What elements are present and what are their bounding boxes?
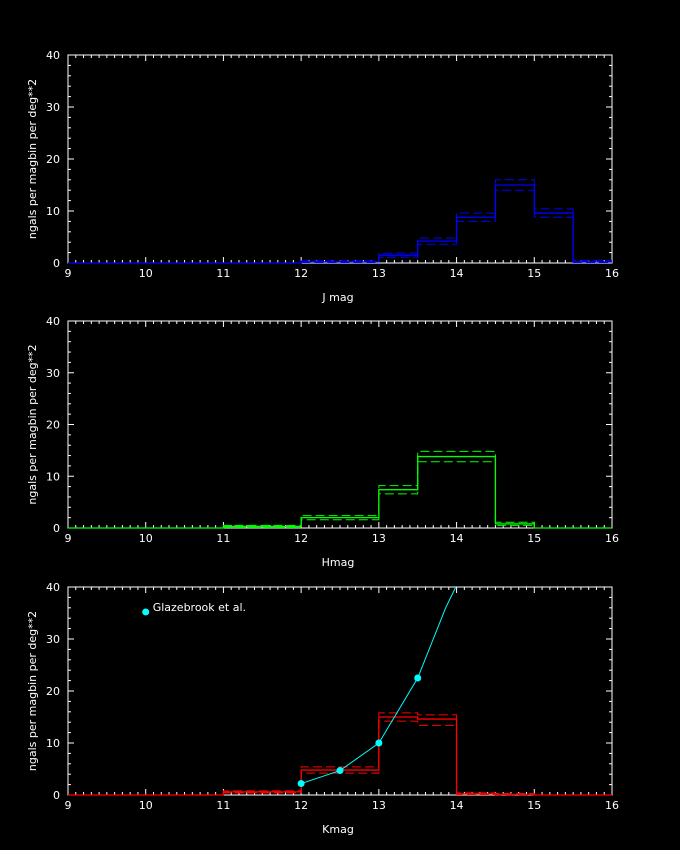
y-tick-label: 20	[46, 153, 60, 166]
histogram-upper-bound	[68, 450, 612, 529]
x-tick-label: 16	[605, 532, 619, 545]
x-tick-label: 9	[65, 799, 72, 812]
x-tick-label: 12	[294, 267, 308, 280]
y-tick-label: 20	[46, 685, 60, 698]
histogram-counts	[68, 184, 612, 264]
x-tick-label: 10	[139, 267, 153, 280]
comparison-point	[297, 780, 305, 788]
x-tick-label: 10	[139, 532, 153, 545]
x-tick-label: 15	[527, 532, 541, 545]
x-tick-label: 14	[450, 799, 464, 812]
histogram-lower-bound	[68, 720, 612, 796]
plot-frame	[67, 320, 613, 529]
y-tick-label: 30	[46, 367, 60, 380]
y-tick-label: 10	[46, 205, 60, 218]
x-tick-label: 9	[65, 267, 72, 280]
x-tick-label: 13	[372, 532, 386, 545]
x-tick-label: 15	[527, 267, 541, 280]
y-tick-label: 40	[46, 581, 60, 594]
x-tick-label: 11	[216, 532, 230, 545]
histogram-counts	[68, 455, 612, 529]
x-tick-label: 12	[294, 532, 308, 545]
chart-panel-2: 9 10 11 12 13 14 15 16 0 10 20 30 40 Hmag ngals per ma…	[26, 315, 619, 569]
x-tick-label: 11	[216, 267, 230, 280]
histogram-upper-bound	[68, 712, 612, 796]
y-tick-label: 30	[46, 633, 60, 646]
histogram-upper-bound	[68, 179, 612, 264]
y-tick-label: 0	[53, 522, 60, 535]
x-axis-label: Kmag	[322, 823, 354, 836]
x-tick-label: 13	[372, 799, 386, 812]
y-tick-label: 10	[46, 470, 60, 483]
plot-frame	[67, 586, 613, 796]
y-tick-label: 40	[46, 49, 60, 62]
histogram-lower-bound	[68, 461, 612, 529]
y-tick-label: 0	[53, 257, 60, 270]
y-tick-label: 30	[46, 101, 60, 114]
x-tick-label: 9	[65, 532, 72, 545]
histogram-counts	[68, 716, 612, 796]
y-tick-label: 20	[46, 419, 60, 432]
chart-panel-3: 9 10 11 12 13 14 15 16 0 10 20 30 40 Kmag ngals per ma…	[26, 581, 619, 836]
x-tick-label: 14	[450, 267, 464, 280]
y-axis-label: ngals per magbin per deg**2	[26, 344, 39, 504]
plot-frame	[67, 54, 613, 264]
y-tick-label: 10	[46, 737, 60, 750]
x-tick-label: 13	[372, 267, 386, 280]
x-tick-label: 12	[294, 799, 308, 812]
x-axis-label: Hmag	[322, 556, 355, 569]
comparison-point	[336, 767, 344, 775]
comparison-point	[414, 674, 422, 682]
y-axis-label: ngals per magbin per deg**2	[26, 79, 39, 239]
histogram-lower-bound	[68, 189, 612, 264]
comparison-point	[375, 739, 383, 747]
y-axis-label: ngals per magbin per deg**2	[26, 611, 39, 771]
chart-panel-1: 9 10 11 12 13 14 15 16 0 10 20 30 40 J mag ngals per m…	[26, 49, 619, 304]
legend-label: Glazebrook et al.	[153, 601, 246, 614]
x-tick-label: 16	[605, 799, 619, 812]
x-tick-label: 11	[216, 799, 230, 812]
legend-marker	[142, 608, 150, 616]
y-tick-label: 0	[53, 789, 60, 802]
x-tick-label: 10	[139, 799, 153, 812]
y-tick-label: 40	[46, 315, 60, 328]
x-tick-label: 14	[450, 532, 464, 545]
x-tick-label: 16	[605, 267, 619, 280]
x-tick-label: 15	[527, 799, 541, 812]
x-axis-label: J mag	[321, 291, 353, 304]
